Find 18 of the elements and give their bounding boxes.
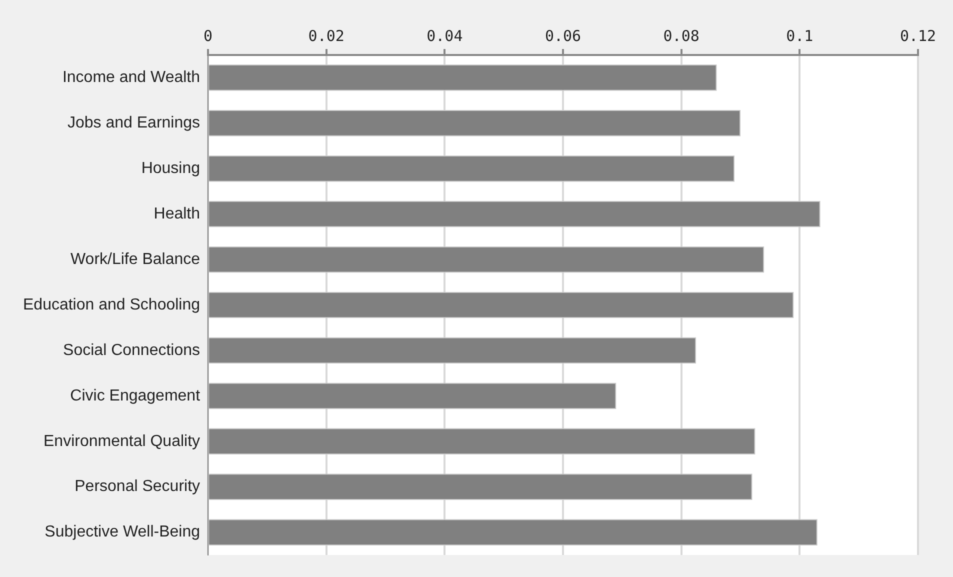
y-tick-label: Personal Security xyxy=(74,478,200,496)
x-tick-label: 0.06 xyxy=(544,26,582,45)
x-tick-label: 0.1 xyxy=(786,26,814,45)
y-tick-label: Housing xyxy=(141,160,200,178)
x-tick-label: 0.12 xyxy=(900,26,936,45)
y-tick-label: Environmental Quality xyxy=(44,432,200,450)
x-tick-label: 0.02 xyxy=(308,26,344,45)
y-tick-label: Civic Engagement xyxy=(70,387,201,404)
x-tick-label: 0.04 xyxy=(426,26,463,45)
x-tick-label: 0.08 xyxy=(663,26,700,45)
y-tick-label: Income and Wealth xyxy=(62,69,200,86)
y-tick-label: Jobs and Earnings xyxy=(67,114,200,132)
y-tick-label: Subjective Well-Being xyxy=(44,524,200,541)
y-tick-label: Social Connections xyxy=(63,342,200,359)
y-tick-label: Health xyxy=(154,205,200,222)
y-tick-label: Education and Schooling xyxy=(22,296,200,314)
x-tick-label: 0 xyxy=(204,26,213,45)
y-tick-label: Work/Life Balance xyxy=(70,250,200,268)
